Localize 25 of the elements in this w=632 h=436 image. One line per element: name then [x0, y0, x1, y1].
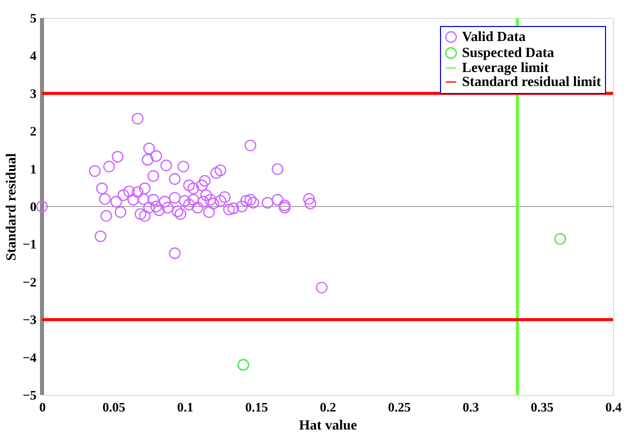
y-tick-label: −3 — [22, 312, 37, 328]
x-tick-label: 0.2 — [320, 400, 336, 414]
x-axis-title: Hat value — [299, 418, 357, 434]
y-tick-label: 3 — [30, 86, 37, 101]
y-tick-label: −1 — [22, 236, 36, 252]
legend-label: Valid Data — [462, 30, 526, 45]
y-tick-label: 0 — [30, 199, 36, 214]
x-tick-label: 0.05 — [102, 400, 126, 414]
y-tick-label: 1 — [30, 161, 36, 176]
y-tick-label: 5 — [30, 10, 37, 26]
y-axis-title: Standard residual — [4, 153, 20, 261]
ref-line-label: Leverage limit — [462, 61, 550, 76]
x-tick-label: 0.1 — [177, 400, 194, 414]
legend-label: Suspected Data — [462, 46, 554, 61]
y-tick-label: −2 — [22, 274, 36, 290]
y-tick-label: 2 — [30, 124, 36, 139]
y-tick-label: −4 — [22, 350, 37, 365]
ref-line-label: Standard residual limit — [462, 75, 602, 90]
x-tick-label: 0.4 — [605, 400, 622, 414]
y-tick-label: 4 — [30, 48, 37, 64]
y-tick-label: −5 — [22, 388, 37, 402]
x-tick-label: 0.15 — [245, 400, 268, 414]
x-tick-label: 0.25 — [388, 400, 412, 414]
x-tick-label: 0.35 — [530, 400, 554, 414]
x-tick-label: 0.3 — [462, 400, 480, 414]
